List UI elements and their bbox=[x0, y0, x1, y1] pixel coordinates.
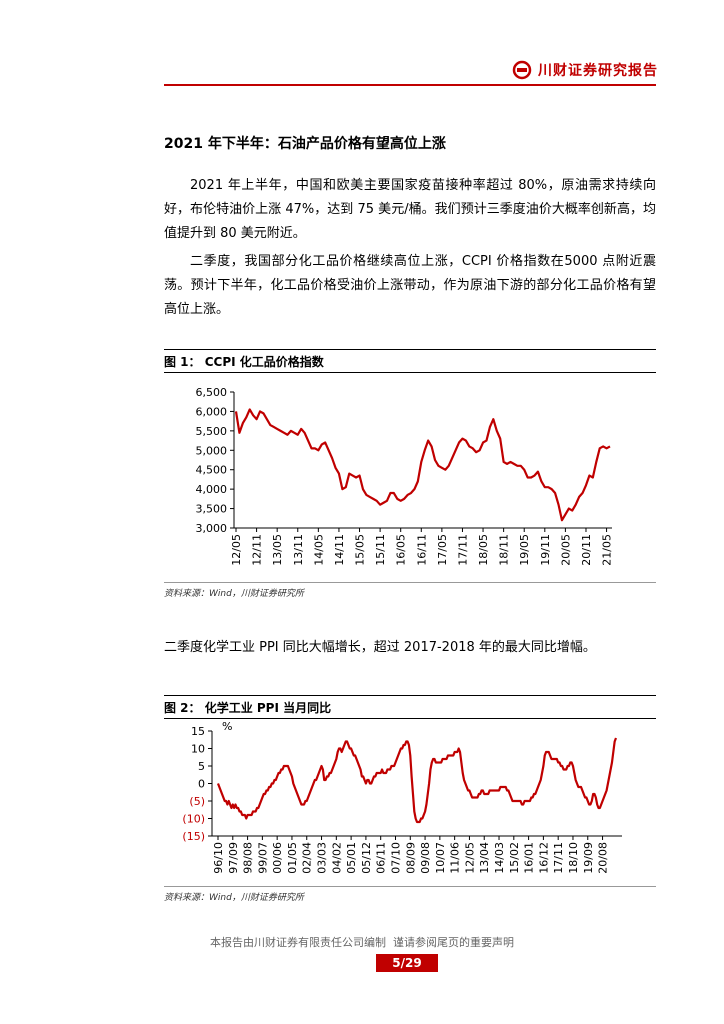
y-tick-label: 5 bbox=[198, 760, 205, 773]
y-tick-label: 15 bbox=[191, 725, 205, 738]
x-tick-label: 20/11 bbox=[580, 534, 593, 566]
x-tick-label: 14/05 bbox=[312, 534, 325, 566]
x-tick-label: 12/05 bbox=[463, 842, 476, 874]
page-number: 5/29 bbox=[376, 954, 438, 972]
x-tick-label: 17/05 bbox=[436, 534, 449, 566]
x-tick-label: 16/01 bbox=[523, 842, 536, 874]
x-tick-label: 07/10 bbox=[389, 842, 402, 874]
x-tick-label: 18/11 bbox=[498, 534, 511, 566]
y-tick-label: (5) bbox=[189, 795, 205, 808]
x-tick-label: 10/07 bbox=[434, 842, 447, 874]
y-tick-label: 6,500 bbox=[196, 386, 228, 399]
x-tick-label: 18/05 bbox=[477, 534, 490, 566]
x-tick-label: 11/06 bbox=[449, 842, 462, 874]
paragraph: 二季度化学工业 PPI 同比大幅增长，超过 2017-2018 年的最大同比增幅… bbox=[164, 640, 596, 655]
line-series bbox=[216, 737, 618, 824]
figure-rule bbox=[164, 695, 656, 696]
x-tick-label: 20/05 bbox=[559, 534, 572, 566]
x-tick-label: 16/05 bbox=[395, 534, 408, 566]
x-tick-label: 06/11 bbox=[375, 842, 388, 874]
y-tick-label: 3,500 bbox=[196, 503, 228, 516]
paragraph: 二季度，我国部分化工品价格继续高位上涨，CCPI 价格指数在5000 点附近震荡… bbox=[164, 254, 656, 317]
x-tick-label: 15/02 bbox=[508, 842, 521, 874]
y-tick-label: (15) bbox=[182, 830, 205, 843]
x-tick-label: 14/11 bbox=[333, 534, 346, 566]
x-tick-label: 13/05 bbox=[271, 534, 284, 566]
x-tick-label: 05/01 bbox=[345, 842, 358, 874]
x-tick-label: 02/04 bbox=[301, 842, 314, 874]
x-tick-label: 19/09 bbox=[582, 842, 595, 874]
x-tick-label: 96/10 bbox=[212, 842, 225, 874]
x-tick-label: 16/12 bbox=[537, 842, 550, 874]
x-tick-label: 97/09 bbox=[227, 842, 240, 874]
footer-disclaimer: 本报告由川财证券有限责任公司编制 谨请参阅尾页的重要声明 bbox=[210, 936, 514, 949]
y-tick-label: 5,000 bbox=[196, 444, 228, 457]
x-tick-label: 15/11 bbox=[374, 534, 387, 566]
y-tick-label: 6,000 bbox=[196, 405, 228, 418]
y-tick-label: 10 bbox=[191, 743, 205, 756]
x-tick-label: 13/04 bbox=[478, 842, 491, 874]
x-tick-label: 98/08 bbox=[242, 842, 255, 874]
x-tick-label: 18/10 bbox=[567, 842, 580, 874]
x-tick-label: 16/11 bbox=[415, 534, 428, 566]
source: 资料来源：Wind，川财证券研究所 bbox=[164, 589, 304, 599]
x-tick-label: 21/05 bbox=[601, 534, 614, 566]
x-tick-label: 09/08 bbox=[419, 842, 432, 874]
x-tick-label: 08/09 bbox=[404, 842, 417, 874]
x-tick-label: 99/07 bbox=[256, 842, 269, 874]
x-tick-label: 19/05 bbox=[518, 534, 531, 566]
y-tick-label: 5,500 bbox=[196, 425, 228, 438]
y-tick-label: 4,500 bbox=[196, 464, 228, 477]
x-tick-label: 17/11 bbox=[456, 534, 469, 566]
x-tick-label: 20/08 bbox=[597, 842, 610, 874]
x-tick-label: 17/11 bbox=[552, 842, 565, 874]
brand: 川财证券研究报告 bbox=[538, 63, 658, 79]
x-tick-label: 15/05 bbox=[354, 534, 367, 566]
x-tick-label: 03/03 bbox=[316, 842, 329, 874]
x-tick-label: 01/05 bbox=[286, 842, 299, 874]
x-tick-label: 00/06 bbox=[271, 842, 284, 874]
brand-logo bbox=[512, 60, 532, 80]
figure-title: 图 1： CCPI 化工品价格指数 bbox=[164, 355, 324, 369]
header-rule bbox=[164, 84, 656, 86]
x-tick-label: 12/05 bbox=[230, 534, 243, 566]
chart: (15) (10) (5) 0 5 10 15 % 96/10 97/09 98/08 99/07 00… bbox=[182, 720, 622, 874]
heading: 2021 年下半年：石油产品价格有望高位上涨 bbox=[164, 136, 446, 152]
x-tick-label: 14/03 bbox=[493, 842, 506, 874]
y-tick-label: 0 bbox=[198, 778, 205, 791]
y-tick-label: 4,000 bbox=[196, 483, 228, 496]
x-tick-label: 05/12 bbox=[360, 842, 373, 874]
x-tick-label: 04/02 bbox=[330, 842, 343, 874]
chart: 3,000 3,500 4,000 4,500 5,000 5,500 6,000 6,500… bbox=[196, 386, 614, 566]
x-tick-label: 12/11 bbox=[251, 534, 264, 566]
figure-rule bbox=[164, 372, 656, 373]
figure-rule bbox=[164, 886, 656, 887]
line-series bbox=[234, 408, 611, 522]
x-tick-label: 19/11 bbox=[539, 534, 552, 566]
figure-rule bbox=[164, 582, 656, 583]
y-tick-label: 3,000 bbox=[196, 522, 228, 535]
figure-rule bbox=[164, 349, 656, 350]
paragraph: 2021 年上半年，中国和欧美主要国家疫苗接种率超过 80%，原油需求持续向好，… bbox=[164, 178, 656, 241]
figure-title: 图 2： 化学工业 PPI 当月同比 bbox=[164, 701, 332, 715]
x-tick-label: 13/11 bbox=[292, 534, 305, 566]
unit-label: % bbox=[222, 720, 232, 733]
y-tick-label: (10) bbox=[182, 813, 205, 826]
source: 资料来源：Wind，川财证券研究所 bbox=[164, 893, 304, 903]
figure-rule bbox=[164, 718, 656, 719]
